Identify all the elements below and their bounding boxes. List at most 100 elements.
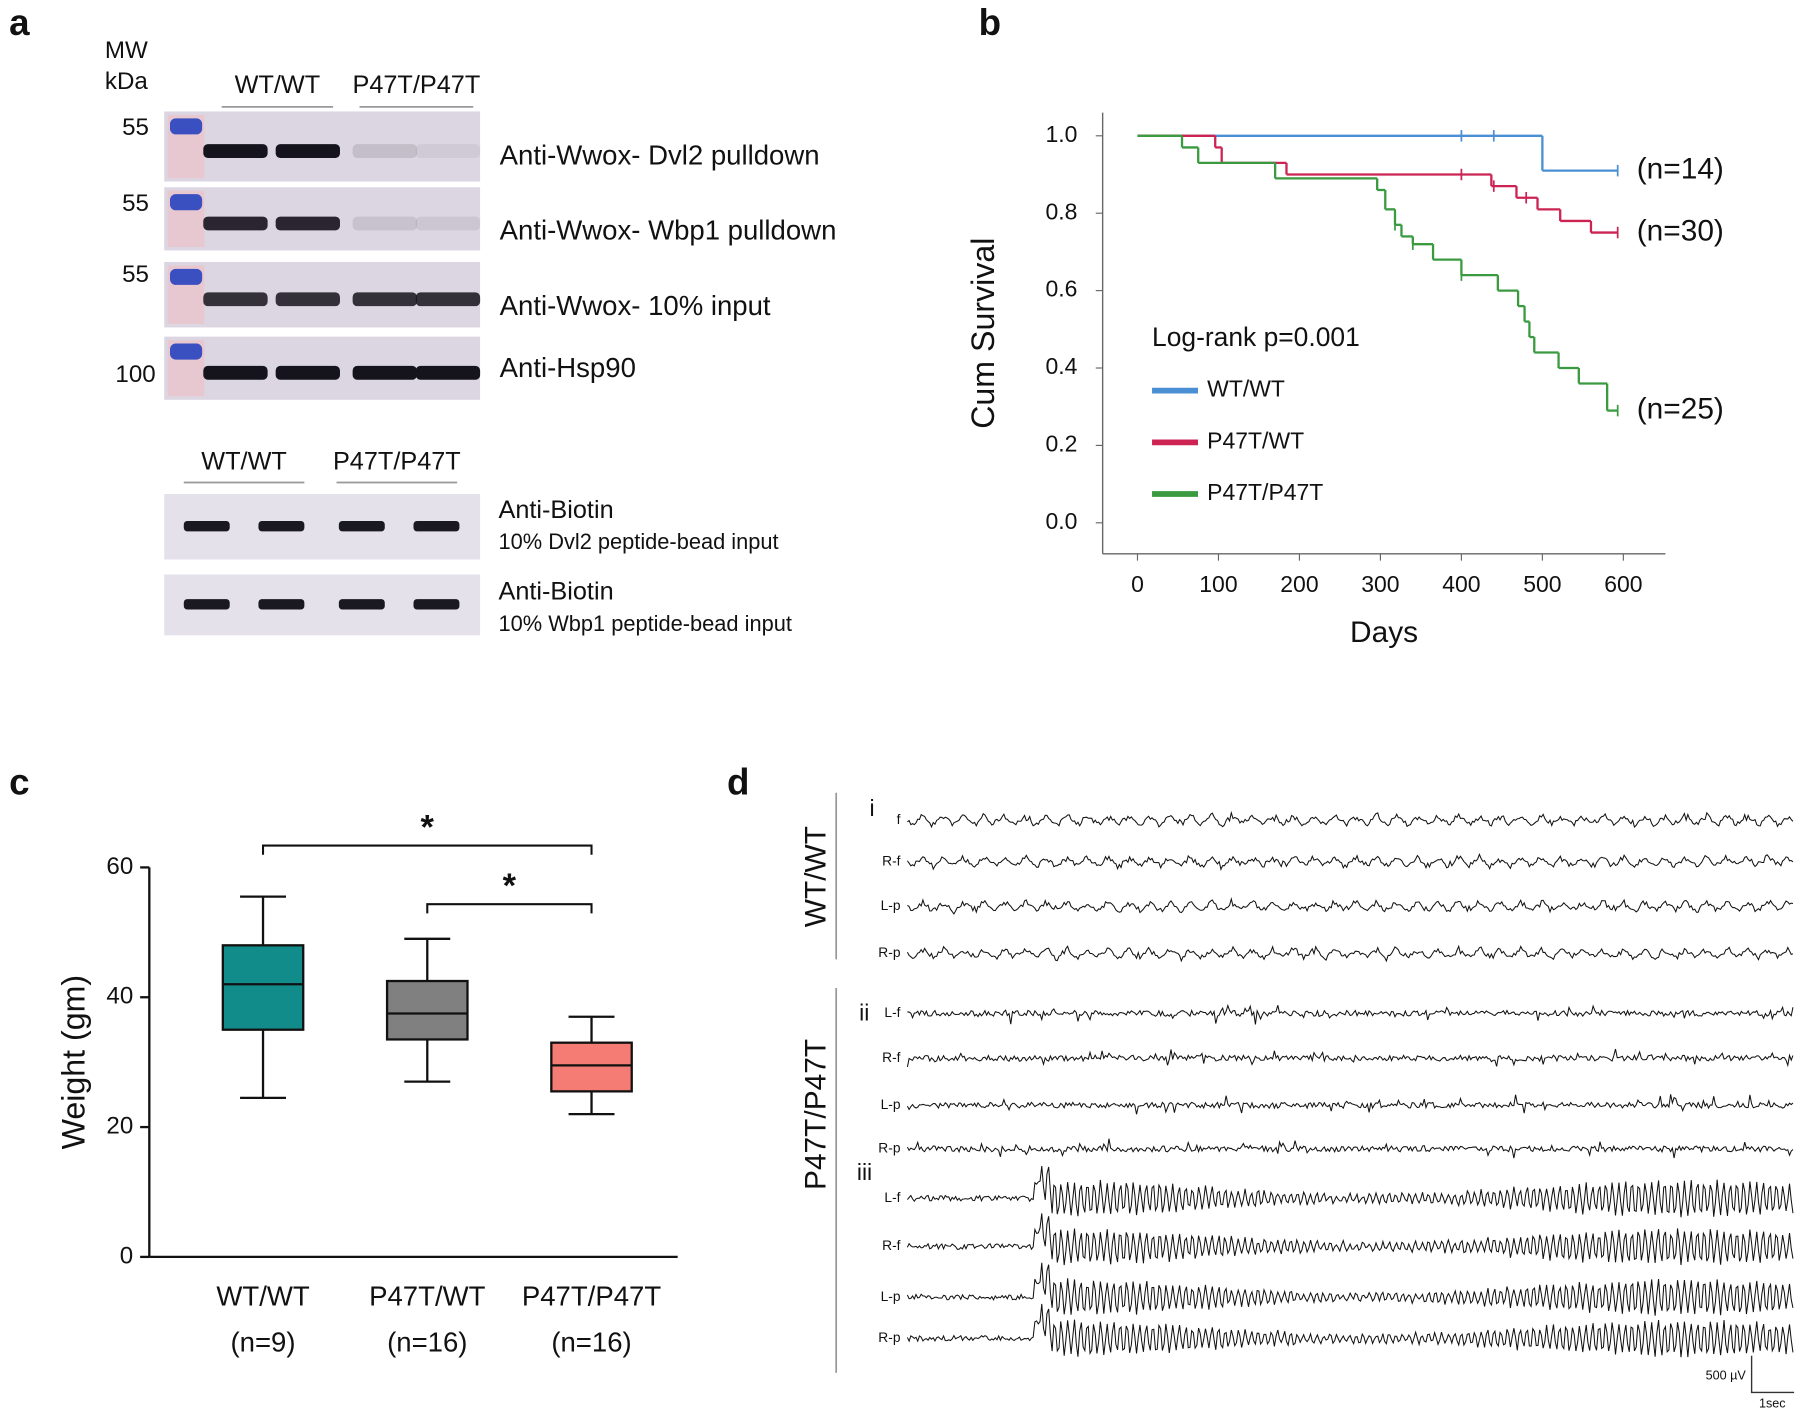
band bbox=[352, 144, 417, 158]
y-tick-label: 20 bbox=[106, 1112, 133, 1139]
y-tick-label: 0.4 bbox=[1045, 353, 1077, 379]
category-note: (n=9) bbox=[230, 1326, 295, 1357]
channel-label: R-p bbox=[878, 1330, 901, 1345]
channel-label: L-f bbox=[884, 1190, 900, 1205]
channel-label: R-p bbox=[878, 945, 901, 960]
x-tick-label: 100 bbox=[1199, 571, 1237, 597]
band bbox=[258, 521, 305, 532]
box bbox=[385, 979, 469, 1041]
ladder-band bbox=[169, 268, 203, 285]
channel-label: L-p bbox=[881, 1289, 901, 1304]
ladder-band bbox=[169, 343, 203, 360]
eeg-trace bbox=[906, 1048, 1794, 1068]
band bbox=[203, 292, 268, 307]
band bbox=[203, 144, 268, 158]
significance-label: * bbox=[503, 867, 517, 905]
y-tick-label: 0.0 bbox=[1045, 508, 1077, 534]
blot-label: Anti-Wwox- Dvl2 pulldown bbox=[500, 140, 820, 171]
channel-label: R-f bbox=[882, 1238, 901, 1253]
x-tick-label: 500 bbox=[1523, 571, 1561, 597]
band bbox=[352, 292, 417, 307]
eeg-trace bbox=[906, 944, 1794, 963]
band bbox=[415, 144, 481, 158]
x-tick-label: 400 bbox=[1442, 571, 1480, 597]
band bbox=[183, 599, 230, 610]
group-label: WT/WT bbox=[201, 448, 287, 476]
band bbox=[413, 599, 460, 610]
mw-header: MW bbox=[105, 37, 148, 64]
panel-label: d bbox=[727, 761, 749, 802]
blot-sublabel: 10% Wbp1 peptide-bead input bbox=[498, 611, 791, 636]
eeg-trace bbox=[906, 1165, 1794, 1218]
legend-label: WT/WT bbox=[1207, 376, 1285, 402]
y-axis-label: Cum Survival bbox=[965, 238, 1001, 429]
mw-label: 55 bbox=[122, 114, 149, 141]
blot-label: Anti-Biotin bbox=[498, 578, 613, 606]
mw-header: kDa bbox=[105, 68, 148, 95]
y-tick-label: 0 bbox=[120, 1242, 133, 1269]
section-label: iii bbox=[857, 1159, 872, 1185]
y-axis-label: Weight (gm) bbox=[55, 975, 91, 1150]
x-axis-label: Days bbox=[1350, 616, 1418, 649]
x-tick-label: 300 bbox=[1361, 571, 1399, 597]
panel-label: a bbox=[9, 2, 30, 43]
blot-label: Anti-Biotin bbox=[498, 496, 613, 524]
legend-label: P47T/WT bbox=[1207, 427, 1304, 453]
series-annotation: (n=14) bbox=[1637, 153, 1724, 186]
eeg-trace bbox=[906, 1303, 1794, 1358]
eeg-trace bbox=[906, 1138, 1794, 1159]
series-annotation: (n=25) bbox=[1637, 392, 1724, 425]
eeg-trace bbox=[907, 1003, 1794, 1025]
band bbox=[203, 216, 268, 231]
scale-label: 500 µV bbox=[1706, 1369, 1747, 1383]
channel-label: R-f bbox=[882, 853, 901, 868]
eeg-trace bbox=[907, 896, 1794, 915]
y-tick-label: 40 bbox=[106, 983, 133, 1010]
eeg-trace bbox=[906, 1213, 1794, 1266]
category-note: (n=16) bbox=[387, 1326, 467, 1357]
x-tick-label: 600 bbox=[1604, 571, 1642, 597]
y-tick-label: 0.2 bbox=[1045, 430, 1077, 456]
band bbox=[338, 599, 385, 610]
y-tick-label: 60 bbox=[106, 853, 133, 880]
blot-label: Anti-Wwox- Wbp1 pulldown bbox=[500, 214, 837, 245]
eeg-trace bbox=[906, 853, 1794, 871]
band bbox=[275, 292, 340, 307]
y-tick-label: 1.0 bbox=[1045, 121, 1077, 147]
channel-label: f bbox=[897, 812, 901, 827]
channel-label: L-f bbox=[884, 1005, 900, 1020]
scale-bar bbox=[1750, 1355, 1795, 1394]
channel-label: R-p bbox=[878, 1141, 901, 1156]
band bbox=[275, 216, 340, 231]
box bbox=[221, 944, 305, 1031]
significance-label: * bbox=[421, 809, 435, 847]
scale-label: 1sec bbox=[1759, 1396, 1786, 1410]
y-tick-label: 0.8 bbox=[1045, 198, 1077, 224]
band bbox=[183, 521, 230, 532]
legend-label: P47T/P47T bbox=[1207, 479, 1323, 505]
x-tick-label: WT/WT bbox=[216, 1281, 309, 1312]
eeg-trace bbox=[906, 1094, 1794, 1115]
band bbox=[352, 365, 417, 380]
mw-label: 55 bbox=[122, 261, 149, 288]
ladder-band bbox=[169, 118, 203, 135]
series-annotation: (n=30) bbox=[1637, 214, 1724, 247]
significance-bracket bbox=[261, 844, 593, 855]
channel-label: R-f bbox=[882, 1050, 901, 1065]
blot-label: Anti-Wwox- 10% input bbox=[500, 290, 771, 321]
legend-title: Log-rank p=0.001 bbox=[1152, 322, 1360, 352]
group-label: WT/WT bbox=[800, 826, 833, 927]
group-label: WT/WT bbox=[235, 71, 321, 99]
band bbox=[338, 521, 385, 532]
group-label: P47T/P47T bbox=[352, 71, 480, 99]
group-label: P47T/P47T bbox=[333, 448, 461, 476]
band bbox=[258, 599, 305, 610]
band bbox=[415, 365, 481, 380]
category-note: (n=16) bbox=[551, 1326, 631, 1357]
channel-label: L-p bbox=[881, 1097, 901, 1112]
y-tick-label: 0.6 bbox=[1045, 276, 1077, 302]
band bbox=[413, 521, 460, 532]
group-label: P47T/P47T bbox=[800, 1039, 833, 1190]
x-tick-label: P47T/WT bbox=[369, 1281, 485, 1312]
